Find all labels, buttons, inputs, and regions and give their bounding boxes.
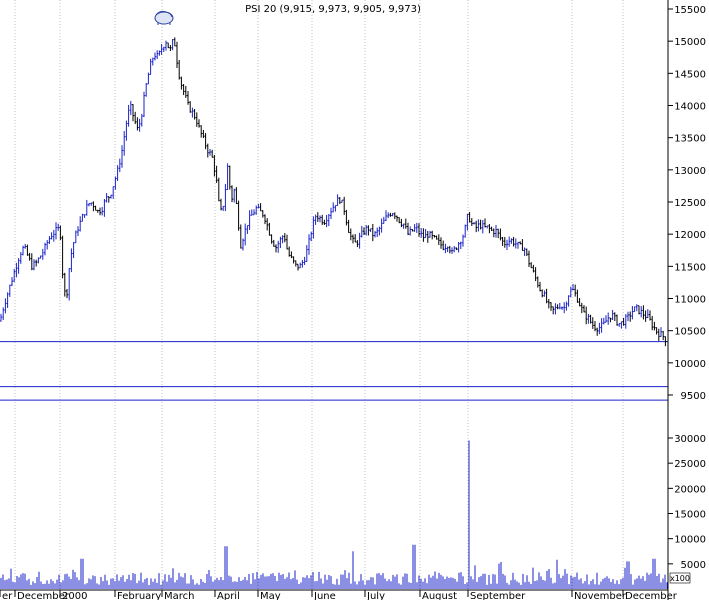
month-label: February — [117, 591, 161, 600]
price-tick-label: 10000 — [674, 359, 706, 370]
price-tick-label: 12500 — [674, 198, 706, 209]
volume-tick-label: 5000 — [681, 560, 706, 571]
month-label: April — [217, 591, 240, 600]
volume-tick-label: 15000 — [674, 510, 706, 521]
price-tick-label: 11500 — [674, 262, 706, 273]
volume-unit-label: x100 — [670, 574, 690, 583]
horizontal-levels — [0, 341, 668, 401]
month-label: November — [574, 591, 627, 600]
price-tick-label: 14500 — [674, 69, 706, 80]
price-tick-label: 11000 — [674, 295, 706, 306]
volume-axis-ticks: 30000 25000 20000 15000 10000 5000 — [668, 434, 706, 571]
price-tick-label: 12000 — [674, 230, 706, 241]
month-label: August — [422, 591, 457, 600]
month-label: er — [2, 591, 13, 600]
volume-tick-label: 10000 — [674, 535, 706, 546]
price-tick-label: 13000 — [674, 166, 706, 177]
volume-tick-label: 25000 — [674, 459, 706, 470]
month-label: June — [313, 591, 336, 600]
volume-unit-box — [669, 572, 691, 584]
price-axis-ticks: 15500 15000 14500 14000 13500 13000 12500 12000… — [668, 5, 706, 402]
chart-title: PSI 20 (9,915, 9,973, 9,905, 9,973) — [245, 4, 421, 15]
bull-logo-icon — [154, 10, 174, 25]
price-candles — [0, 37, 667, 347]
price-tick-label: 15500 — [674, 5, 706, 16]
month-label: May — [260, 591, 281, 600]
price-tick-label: 14000 — [674, 102, 706, 113]
month-label: 2000 — [62, 591, 87, 600]
price-tick-label: 9500 — [681, 391, 706, 402]
volume-bars — [0, 440, 668, 589]
month-label: December — [17, 591, 70, 600]
month-label: March — [164, 591, 194, 600]
volume-tick-label: 20000 — [674, 484, 706, 495]
month-label: December — [625, 591, 678, 600]
month-label: September — [470, 591, 526, 600]
price-tick-label: 10500 — [674, 327, 706, 338]
volume-tick-label: 30000 — [674, 434, 706, 445]
price-tick-label: 13500 — [674, 134, 706, 145]
month-gridlines — [14, 0, 624, 590]
price-tick-label: 15000 — [674, 37, 706, 48]
month-label: July — [366, 591, 385, 600]
